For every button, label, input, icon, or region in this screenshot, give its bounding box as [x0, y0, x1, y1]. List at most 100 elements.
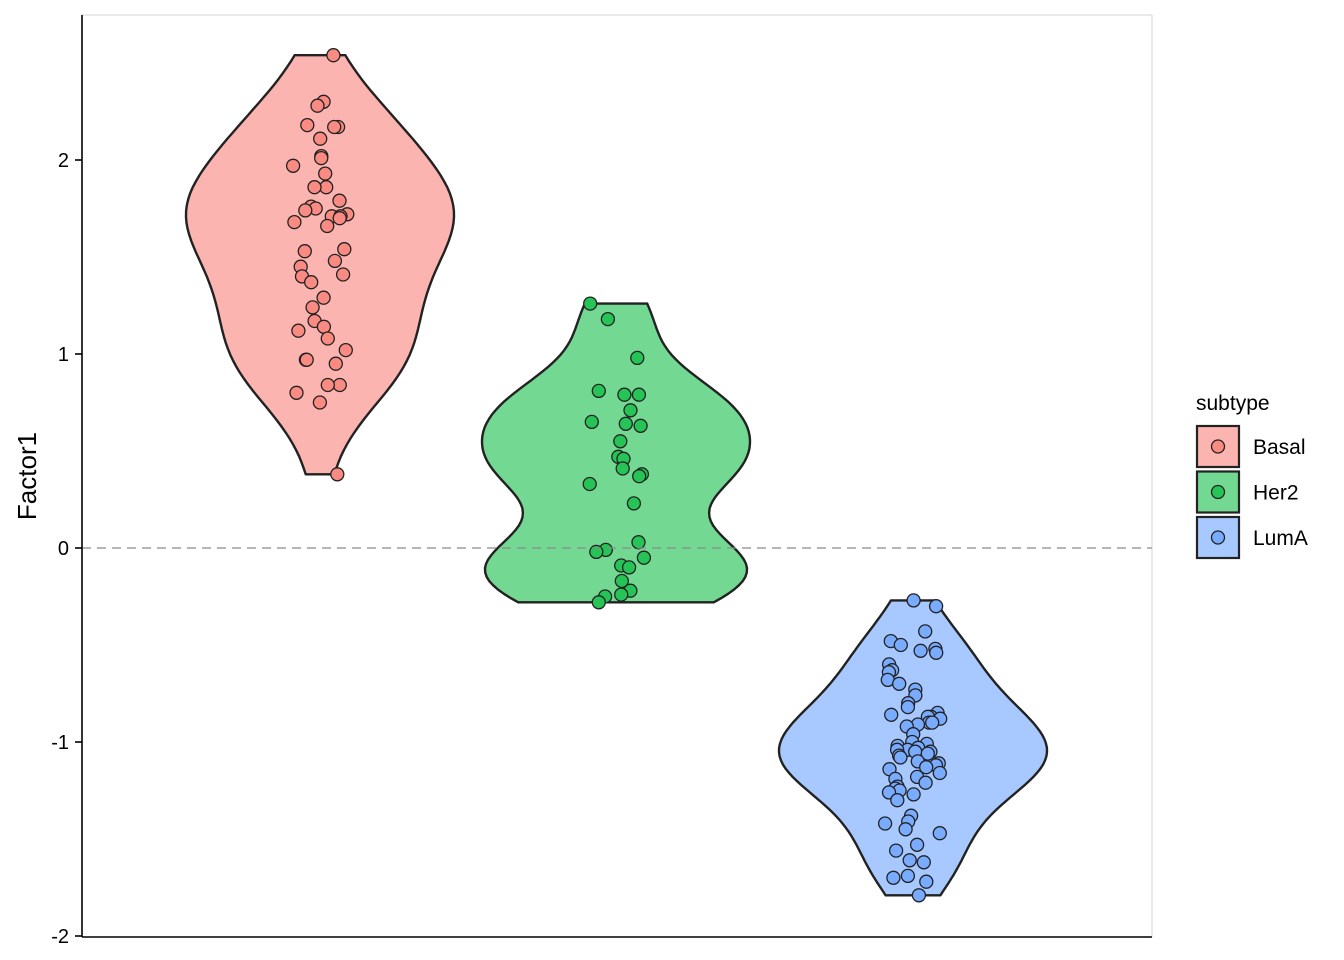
- data-point-basal: [320, 218, 335, 234]
- data-point-basal: [318, 166, 333, 181]
- data-point-basal: [310, 98, 325, 113]
- data-point-her2: [614, 587, 629, 602]
- data-point-basal: [332, 193, 347, 208]
- data-point-luma: [893, 750, 908, 765]
- data-point-her2: [584, 414, 599, 430]
- data-point-luma: [913, 643, 928, 658]
- data-point-basal: [314, 150, 329, 166]
- data-point-luma: [877, 816, 893, 831]
- data-point-basal: [326, 48, 341, 63]
- data-point-her2: [615, 461, 630, 476]
- data-point-luma: [919, 760, 934, 775]
- data-point-luma: [925, 715, 940, 730]
- data-point-basal: [335, 267, 351, 282]
- data-point-her2: [626, 496, 642, 511]
- legend-key-point: [1210, 439, 1226, 454]
- data-point-her2: [600, 311, 616, 327]
- data-point-basal: [327, 253, 343, 269]
- data-point-basal: [297, 244, 312, 259]
- data-point-basal: [332, 377, 347, 393]
- data-point-luma: [890, 793, 905, 808]
- data-point-her2: [591, 595, 606, 610]
- data-point-her2: [623, 403, 638, 418]
- legend-title: subtype: [1196, 392, 1270, 415]
- data-point-her2: [630, 350, 645, 366]
- y-tick-label: -2: [51, 926, 69, 948]
- data-point-her2: [617, 387, 632, 402]
- data-point-basal: [289, 385, 304, 400]
- data-point-basal: [313, 131, 328, 146]
- data-point-basal: [337, 242, 352, 257]
- data-point-basal: [316, 290, 331, 305]
- data-point-basal: [320, 377, 335, 393]
- y-ticks: -2 -1 0 1 2: [51, 150, 82, 948]
- data-point-basal: [299, 352, 314, 367]
- data-point-her2: [631, 387, 647, 402]
- data-point-basal: [327, 119, 342, 135]
- data-point-luma: [888, 843, 904, 858]
- y-tick-label: -1: [51, 732, 69, 754]
- data-point-luma: [886, 870, 901, 885]
- legend-label: LumA: [1253, 527, 1308, 550]
- data-point-basal: [291, 323, 306, 338]
- data-point-luma: [909, 837, 925, 852]
- legend-key-point: [1210, 530, 1226, 545]
- y-axis-title: Factor1: [12, 432, 42, 520]
- data-point-luma: [902, 853, 917, 868]
- violin-basal: [184, 54, 456, 476]
- data-point-basal: [316, 319, 332, 334]
- data-point-basal: [300, 117, 315, 133]
- y-tick-label: 0: [58, 538, 69, 560]
- legend-item-her2: Her2: [1195, 470, 1299, 514]
- data-point-basal: [287, 214, 302, 230]
- legend-key-point: [1210, 484, 1226, 500]
- y-tick-label: 1: [58, 344, 69, 366]
- data-point-her2: [631, 535, 646, 550]
- data-point-basal: [304, 275, 319, 290]
- legend-label: Basal: [1253, 436, 1306, 459]
- data-point-basal: [285, 158, 301, 173]
- data-point-her2: [636, 550, 652, 565]
- data-point-luma: [892, 676, 907, 691]
- y-tick-label: 2: [58, 150, 69, 172]
- legend-items: Basal Her2 LumA: [1195, 424, 1308, 560]
- data-point-luma: [932, 826, 947, 841]
- data-point-luma: [932, 765, 947, 781]
- data-point-basal: [305, 300, 320, 315]
- legend-label: Her2: [1253, 482, 1299, 505]
- data-point-luma: [906, 593, 921, 608]
- data-point-luma: [900, 868, 916, 884]
- data-point-basal: [338, 342, 353, 358]
- data-point-her2: [633, 418, 648, 433]
- points-layer: [285, 48, 948, 903]
- data-point-luma: [900, 699, 916, 715]
- data-point-luma: [916, 855, 931, 870]
- data-point-luma: [911, 888, 927, 903]
- data-point-luma: [918, 624, 933, 639]
- data-point-luma: [920, 746, 935, 761]
- data-point-basal: [307, 180, 322, 195]
- data-point-luma: [929, 645, 944, 660]
- data-point-luma: [898, 822, 913, 837]
- data-point-basal: [328, 356, 343, 371]
- data-point-her2: [582, 476, 597, 492]
- data-point-her2: [613, 434, 628, 449]
- data-point-basal: [298, 203, 313, 218]
- data-point-basal: [332, 211, 347, 226]
- data-point-her2: [618, 416, 633, 431]
- data-point-her2: [591, 383, 606, 399]
- data-point-basal: [319, 180, 334, 195]
- data-point-her2: [583, 296, 598, 311]
- axes-layer: -2 -1 0 1 2 Factor1: [12, 15, 1152, 948]
- data-point-basal: [312, 395, 328, 410]
- data-point-luma: [906, 787, 921, 802]
- data-point-basal: [330, 467, 345, 482]
- data-point-her2: [632, 469, 647, 484]
- data-point-her2: [589, 544, 604, 560]
- legend-item-basal: Basal: [1195, 424, 1306, 469]
- data-point-luma: [884, 707, 899, 722]
- legend: subtype Basal Her2 LumA: [1195, 392, 1308, 560]
- data-point-luma: [928, 599, 944, 614]
- legend-item-luma: LumA: [1195, 515, 1308, 560]
